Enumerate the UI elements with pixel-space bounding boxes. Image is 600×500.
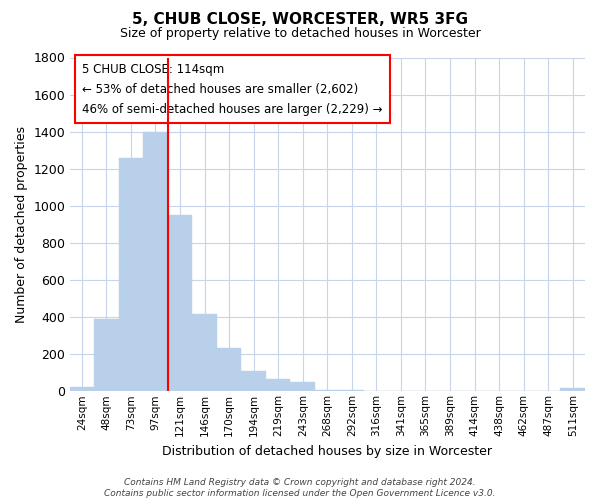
Bar [290, 382, 315, 392]
Bar [168, 215, 193, 392]
Text: Size of property relative to detached houses in Worcester: Size of property relative to detached ho… [119, 28, 481, 40]
Bar [193, 314, 217, 392]
Bar [217, 348, 241, 392]
Text: 5 CHUB CLOSE: 114sqm
← 53% of detached houses are smaller (2,602)
46% of semi-de: 5 CHUB CLOSE: 114sqm ← 53% of detached h… [82, 62, 383, 116]
Bar [143, 132, 168, 392]
Bar [340, 390, 364, 392]
Bar [241, 371, 266, 392]
Bar [315, 390, 340, 392]
Bar [119, 158, 143, 392]
Text: 5, CHUB CLOSE, WORCESTER, WR5 3FG: 5, CHUB CLOSE, WORCESTER, WR5 3FG [132, 12, 468, 28]
Bar [70, 386, 94, 392]
Bar [94, 319, 119, 392]
Y-axis label: Number of detached properties: Number of detached properties [15, 126, 28, 323]
Bar [560, 388, 585, 392]
X-axis label: Distribution of detached houses by size in Worcester: Distribution of detached houses by size … [162, 444, 492, 458]
Text: Contains HM Land Registry data © Crown copyright and database right 2024.
Contai: Contains HM Land Registry data © Crown c… [104, 478, 496, 498]
Bar [266, 379, 290, 392]
